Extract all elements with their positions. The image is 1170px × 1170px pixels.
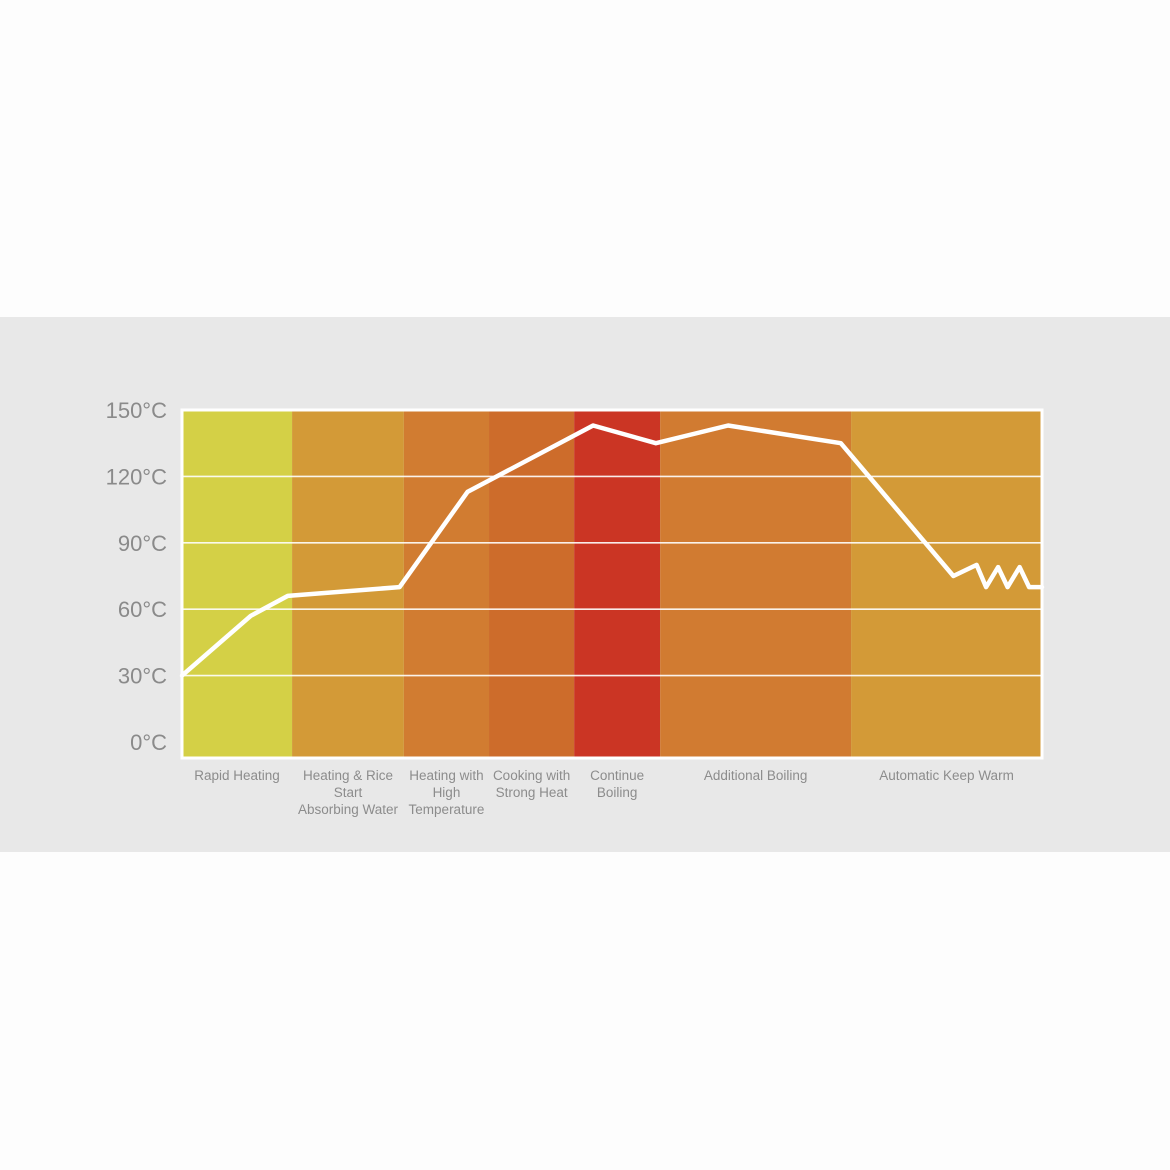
y-tick-label-60: 60°C xyxy=(118,597,167,622)
phase-label-absorbing-water: Heating & Rice Start Absorbing Water xyxy=(298,768,399,817)
phase-band-high-temperature xyxy=(403,410,490,758)
phase-band-keep-warm xyxy=(851,410,1042,758)
plot-frame xyxy=(180,408,1044,760)
y-tick-label-90: 90°C xyxy=(118,531,167,556)
y-tick-label-0: 0°C xyxy=(130,730,167,755)
phase-label-strong-heat: Cooking with Strong Heat xyxy=(493,768,570,800)
phase-band-rapid-heating xyxy=(182,410,293,758)
phase-band-additional-boiling xyxy=(660,410,852,758)
series-line xyxy=(179,423,1045,678)
y-tick-label-30: 30°C xyxy=(118,664,167,689)
phase-label-keep-warm: Automatic Keep Warm xyxy=(879,768,1014,783)
phase-labels: Rapid Heating Heating & Rice Start Absorbin… xyxy=(194,768,1014,817)
phase-band-absorbing-water xyxy=(292,410,404,758)
phase-label-continue-boiling: Continue Boiling xyxy=(590,768,644,800)
phase-label-rapid-heating: Rapid Heating xyxy=(194,768,280,783)
phase-band-continue-boiling xyxy=(574,410,661,758)
y-axis-ticks: 0°C 30°C 60°C 90°C 120°C 150°C xyxy=(106,398,168,755)
phase-label-high-temperature: Heating with High Temperature xyxy=(409,768,485,817)
y-tick-label-120: 120°C xyxy=(106,464,168,489)
phase-band-strong-heat xyxy=(489,410,575,758)
grid-lines xyxy=(182,475,1042,677)
temperature-line-0 xyxy=(179,423,1045,678)
phase-label-additional-boiling: Additional Boiling xyxy=(704,768,808,783)
y-tick-label-150: 150°C xyxy=(106,398,168,423)
phase-bands xyxy=(182,410,1042,758)
plot-border xyxy=(180,408,1044,760)
